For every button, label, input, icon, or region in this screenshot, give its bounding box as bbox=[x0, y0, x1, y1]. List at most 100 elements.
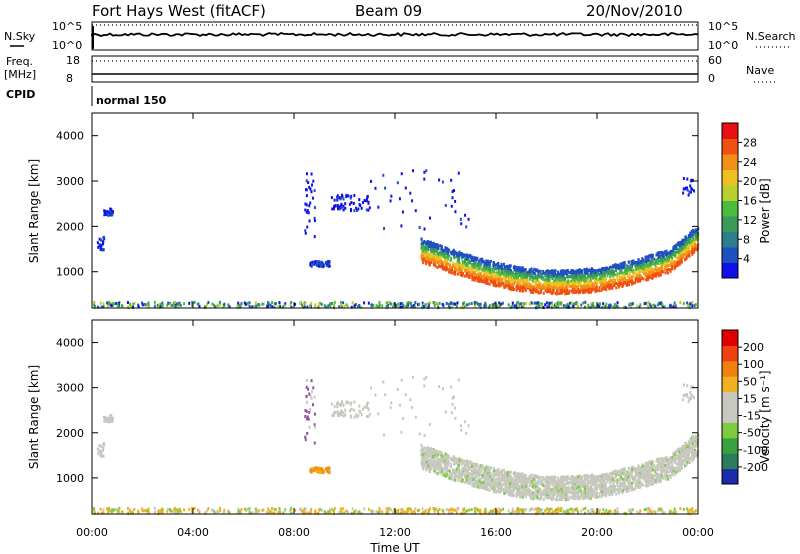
power-cell bbox=[642, 277, 645, 281]
power-cell bbox=[496, 303, 499, 307]
power-cell bbox=[648, 254, 651, 258]
velocity-cell bbox=[378, 509, 381, 513]
power-cell bbox=[387, 301, 390, 305]
power-cell bbox=[426, 240, 429, 244]
power-cell bbox=[661, 302, 664, 306]
power-cell bbox=[659, 301, 662, 305]
power-cell bbox=[658, 267, 661, 271]
power-cell bbox=[425, 240, 428, 244]
power-cell bbox=[617, 263, 620, 267]
velocity-cell bbox=[611, 487, 614, 491]
power-cell bbox=[442, 265, 445, 269]
velocity-cell bbox=[300, 509, 303, 513]
power-cell bbox=[614, 273, 617, 277]
velocity-cell bbox=[571, 484, 574, 488]
power-cell bbox=[491, 272, 494, 276]
power-cell bbox=[627, 278, 630, 282]
power-cell bbox=[433, 303, 436, 307]
power-cell bbox=[548, 301, 551, 305]
date-label: 20/Nov/2010 bbox=[586, 2, 683, 20]
power-cell bbox=[269, 303, 272, 307]
velocity-cell bbox=[547, 507, 550, 511]
power-cell bbox=[530, 286, 533, 290]
power-cell bbox=[661, 270, 664, 274]
power-cell bbox=[104, 209, 107, 213]
power-cell bbox=[660, 262, 663, 266]
velocity-cell bbox=[365, 405, 368, 409]
y-tick-label: 1000 bbox=[56, 266, 84, 279]
power-cell bbox=[304, 202, 307, 206]
power-cell bbox=[545, 301, 548, 305]
power-cell bbox=[442, 255, 445, 259]
velocity-cell bbox=[333, 506, 336, 510]
power-cell bbox=[305, 194, 308, 198]
power-cell bbox=[549, 290, 552, 294]
power-cell bbox=[351, 301, 354, 305]
power-cell bbox=[183, 302, 186, 306]
power-cell bbox=[396, 304, 399, 308]
power-cell bbox=[313, 235, 316, 239]
velocity-cell bbox=[257, 509, 260, 513]
freq-label: Freq. bbox=[6, 55, 33, 68]
power-cell bbox=[277, 304, 280, 308]
velocity-cell bbox=[464, 510, 467, 514]
power-cell bbox=[337, 205, 340, 209]
velocity-cell bbox=[342, 404, 345, 408]
power-cell bbox=[671, 261, 674, 265]
velocity-cell bbox=[355, 413, 358, 417]
velocity-cell bbox=[102, 448, 105, 452]
nsky-panel bbox=[91, 21, 699, 51]
velocity-cell bbox=[454, 508, 457, 512]
power-cell bbox=[120, 304, 123, 308]
power-cell bbox=[694, 247, 697, 251]
power-cell bbox=[647, 274, 650, 278]
power-cell bbox=[568, 284, 571, 288]
power-cell bbox=[166, 303, 169, 307]
velocity-cell bbox=[367, 415, 370, 419]
power-cell bbox=[305, 210, 308, 214]
power-cell bbox=[508, 286, 511, 290]
power-cell bbox=[573, 288, 576, 292]
velocity-cell bbox=[475, 507, 478, 511]
power-cell bbox=[317, 262, 320, 266]
power-cell bbox=[493, 278, 496, 282]
power-cell bbox=[423, 252, 426, 256]
power-cell bbox=[665, 249, 668, 253]
power-cell bbox=[434, 258, 437, 262]
power-cell bbox=[693, 303, 696, 307]
power-cell bbox=[463, 301, 466, 305]
power-cell bbox=[668, 260, 671, 264]
power-cell bbox=[626, 274, 629, 278]
power-cell bbox=[453, 253, 456, 257]
power-cell bbox=[673, 265, 676, 269]
velocity-cell bbox=[659, 507, 662, 511]
power-cell bbox=[487, 273, 490, 277]
power-cell bbox=[448, 270, 451, 274]
power-cell bbox=[341, 193, 344, 197]
power-cell bbox=[340, 206, 343, 210]
velocity-cell bbox=[412, 510, 415, 514]
velocity-cell bbox=[207, 507, 210, 511]
velocity-cell bbox=[607, 510, 610, 514]
velocity-cell bbox=[495, 469, 498, 473]
velocity-cell bbox=[174, 511, 177, 515]
power-cell bbox=[469, 266, 472, 270]
power-cell bbox=[322, 265, 325, 269]
power-cell bbox=[262, 302, 265, 306]
velocity-cell bbox=[111, 416, 114, 420]
power-cell bbox=[358, 303, 361, 307]
power-cell bbox=[678, 256, 681, 260]
power-cell bbox=[517, 304, 520, 308]
power-cell bbox=[435, 244, 438, 248]
velocity-cell bbox=[677, 461, 680, 465]
velocity-cell bbox=[111, 419, 114, 423]
power-cell bbox=[517, 269, 520, 273]
power-cell bbox=[693, 239, 696, 243]
power-cell bbox=[658, 269, 661, 273]
power-cell bbox=[484, 301, 487, 305]
power-cell bbox=[227, 304, 230, 308]
power-cell bbox=[412, 169, 415, 173]
velocity-cell bbox=[306, 511, 309, 515]
power-cell bbox=[450, 204, 453, 208]
power-cell bbox=[402, 303, 405, 307]
